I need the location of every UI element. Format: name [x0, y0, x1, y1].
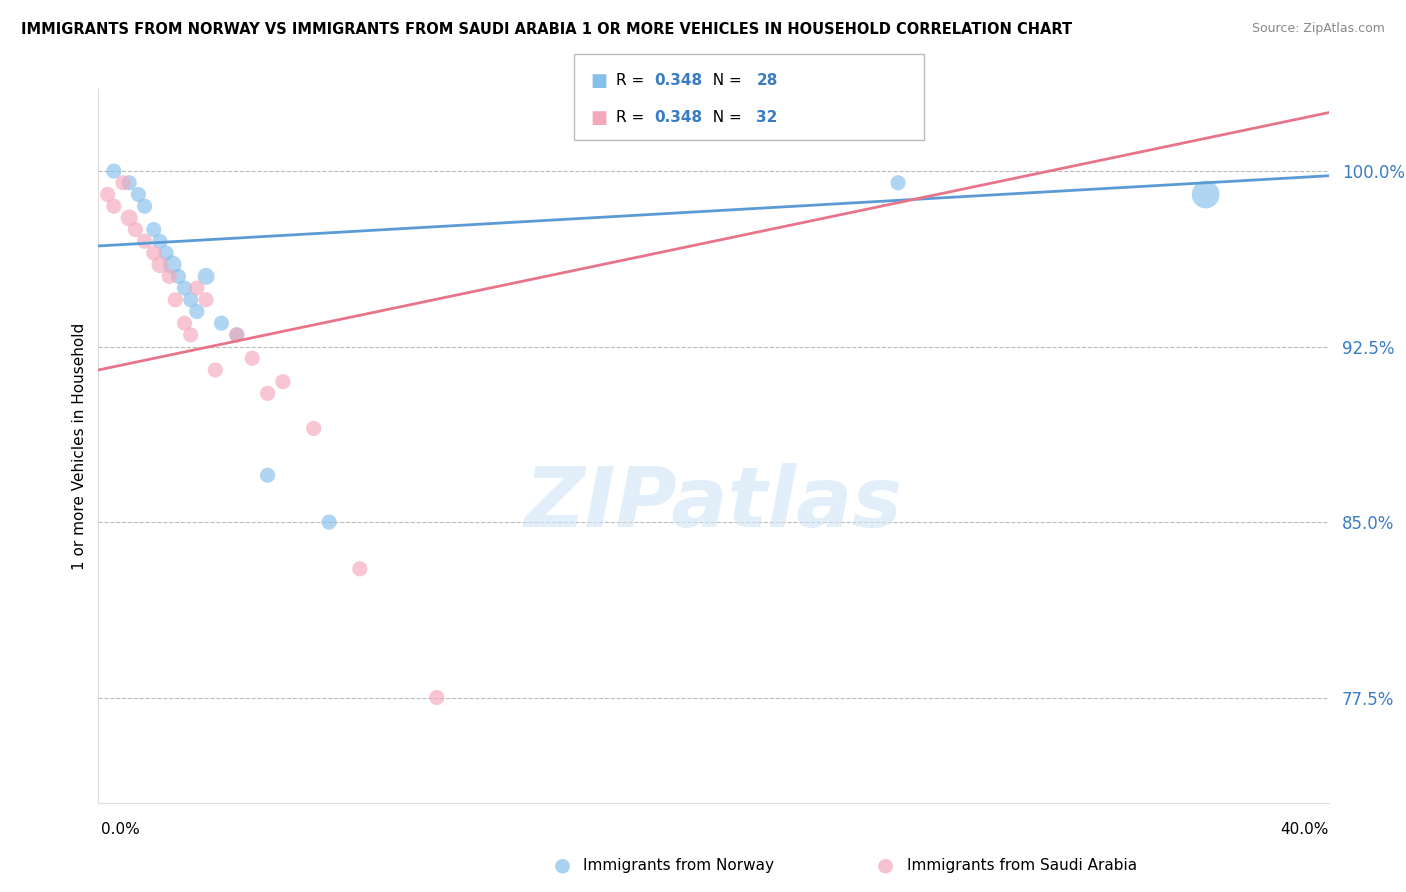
- Text: Immigrants from Saudi Arabia: Immigrants from Saudi Arabia: [907, 858, 1137, 872]
- Point: [240, 351, 263, 366]
- Point: [426, 690, 449, 705]
- Point: [127, 187, 149, 202]
- Text: Immigrants from Norway: Immigrants from Norway: [583, 858, 775, 872]
- Text: 0.0%: 0.0%: [101, 822, 141, 837]
- Point: [173, 316, 195, 330]
- Point: [162, 258, 183, 272]
- Text: ■: ■: [591, 72, 607, 90]
- Point: [256, 386, 278, 401]
- Point: [97, 187, 120, 202]
- Point: [186, 281, 208, 295]
- Text: R =: R =: [616, 73, 650, 88]
- Point: [165, 293, 187, 307]
- Text: ZIPatlas: ZIPatlas: [524, 463, 903, 543]
- Point: [204, 363, 226, 377]
- Text: 0.348: 0.348: [654, 111, 702, 125]
- Text: 32: 32: [756, 111, 778, 125]
- Point: [134, 199, 156, 213]
- Point: [318, 515, 340, 529]
- Point: [180, 327, 202, 342]
- Y-axis label: 1 or more Vehicles in Household: 1 or more Vehicles in Household: [72, 322, 87, 570]
- Point: [186, 304, 208, 318]
- Point: [167, 269, 190, 284]
- Point: [134, 234, 156, 248]
- Point: [225, 327, 247, 342]
- Point: [211, 316, 233, 330]
- Point: [112, 176, 135, 190]
- Point: [149, 258, 172, 272]
- Point: [149, 234, 172, 248]
- Point: [155, 246, 177, 260]
- Point: [103, 164, 125, 178]
- Point: [887, 176, 910, 190]
- Text: Source: ZipAtlas.com: Source: ZipAtlas.com: [1251, 22, 1385, 36]
- Text: IMMIGRANTS FROM NORWAY VS IMMIGRANTS FROM SAUDI ARABIA 1 OR MORE VEHICLES IN HOU: IMMIGRANTS FROM NORWAY VS IMMIGRANTS FRO…: [21, 22, 1073, 37]
- Text: ■: ■: [591, 109, 607, 127]
- Point: [349, 562, 371, 576]
- Point: [302, 421, 325, 435]
- Point: [195, 293, 218, 307]
- Point: [142, 246, 165, 260]
- Text: 40.0%: 40.0%: [1281, 822, 1329, 837]
- Point: [173, 281, 195, 295]
- Point: [118, 176, 141, 190]
- Point: [124, 222, 146, 236]
- Text: ●: ●: [554, 855, 571, 875]
- Point: [271, 375, 294, 389]
- Point: [118, 211, 141, 225]
- Text: R =: R =: [616, 111, 650, 125]
- Point: [195, 269, 218, 284]
- Point: [142, 222, 165, 236]
- Point: [103, 199, 125, 213]
- Text: N =: N =: [703, 111, 747, 125]
- Point: [225, 327, 247, 342]
- Point: [1195, 187, 1218, 202]
- Text: ●: ●: [877, 855, 894, 875]
- Text: 28: 28: [756, 73, 778, 88]
- Point: [180, 293, 202, 307]
- Point: [256, 468, 278, 483]
- Text: N =: N =: [703, 73, 747, 88]
- Text: 0.348: 0.348: [654, 73, 702, 88]
- Point: [157, 269, 180, 284]
